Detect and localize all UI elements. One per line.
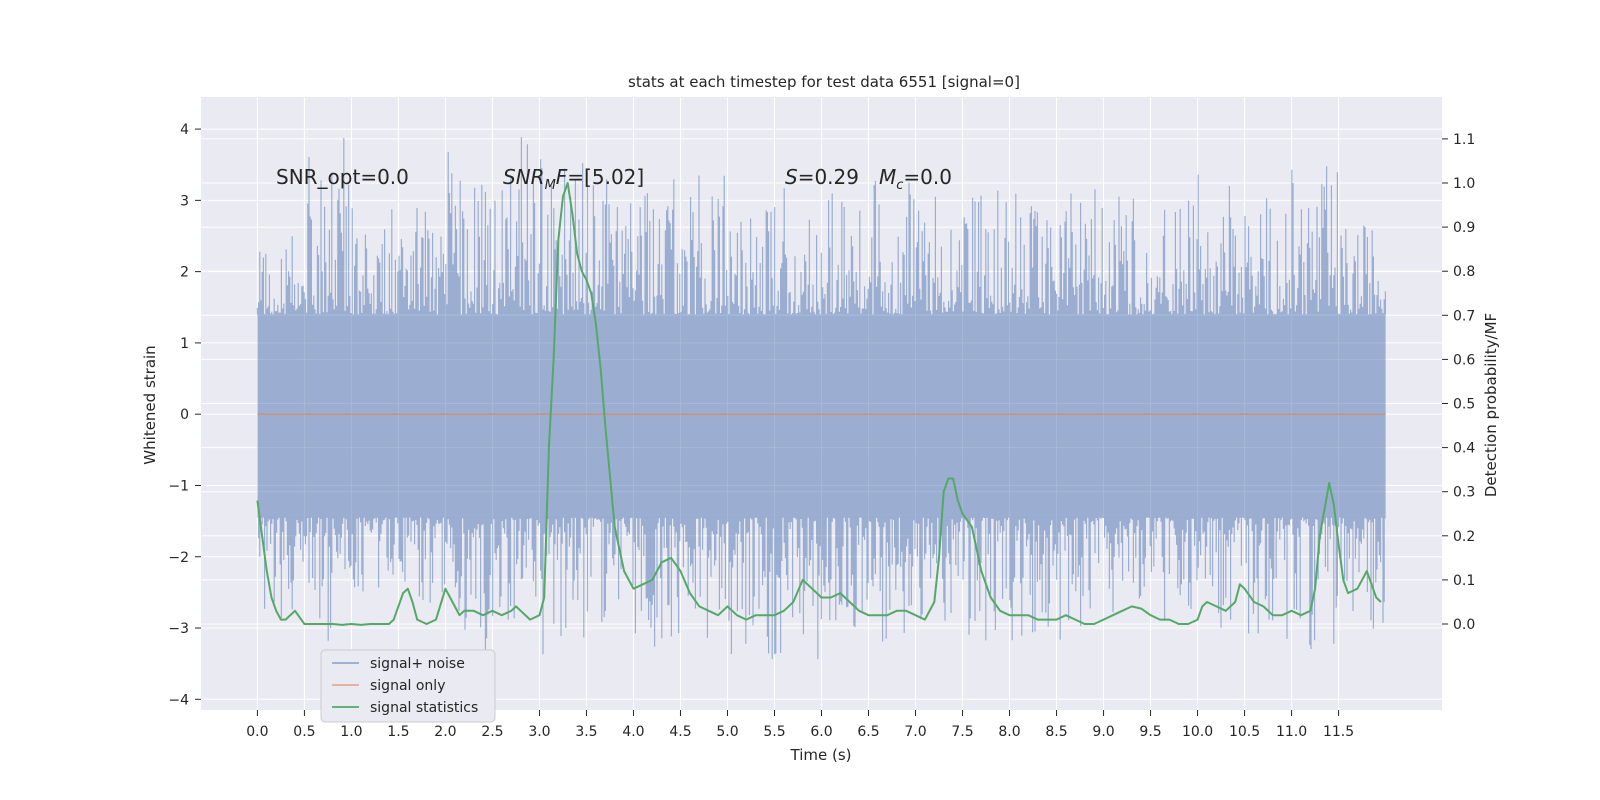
snr-mf-subscript: M: [545, 178, 556, 193]
mc-subscript: c: [896, 178, 903, 193]
y-axis-right-ticks: 1.1 1.0 0.9 0.8 0.7 0.6 0.5 0.4 0.3 0.2 0.1 0.0: [1442, 132, 1475, 633]
signal-noise-band: [257, 314, 1386, 518]
y-right-tick-label: 0.8: [1453, 264, 1475, 280]
x-tick-label: 3.0: [528, 724, 550, 740]
x-tick-label: 2.0: [434, 724, 456, 740]
y-right-tick-label: 0.1: [1453, 573, 1475, 589]
x-tick-label: 1.5: [387, 724, 409, 740]
s-stat-symbol: S: [785, 165, 798, 189]
x-tick-label: 8.5: [1045, 724, 1067, 740]
x-tick-label: 9.0: [1092, 724, 1114, 740]
signal-noise-lower-trace: [256, 517, 1386, 660]
x-tick-label: 0.5: [293, 724, 315, 740]
y-right-tick-label: 0.0: [1453, 617, 1475, 633]
signal-noise-upper-trace: [256, 137, 1386, 315]
y-left-tick-label: 2: [180, 265, 189, 281]
x-tick-label: 0.0: [246, 724, 268, 740]
y-right-tick-label: 1.1: [1453, 132, 1475, 148]
x-axis-ticks: 0.0 0.5 1.0 1.5 2.0 2.5 3.0 3.5 4.0 4.5 5.0 5.5 6.0 6…: [246, 710, 1354, 740]
mc-annotation: Mc=0.0: [879, 165, 952, 193]
y-right-tick-label: 0.2: [1453, 529, 1475, 545]
snr-mf-f: F: [556, 165, 568, 189]
y-right-tick-label: 0.3: [1453, 485, 1475, 501]
x-tick-label: 3.5: [575, 724, 597, 740]
legend: signal+ noise signal only signal statist…: [320, 649, 496, 723]
s-stat-value: =0.29: [798, 165, 859, 189]
legend-label-signal-statistics: signal statistics: [370, 700, 478, 716]
y-left-tick-label: −3: [168, 621, 189, 637]
y-right-tick-label: 0.4: [1453, 441, 1475, 457]
x-tick-label: 10.0: [1182, 724, 1213, 740]
x-tick-label: 10.5: [1229, 724, 1260, 740]
y-left-tick-label: −1: [168, 478, 189, 494]
y-left-tick-label: 0: [180, 407, 189, 423]
x-axis-label: Time (s): [790, 746, 852, 764]
x-tick-label: 6.5: [857, 724, 879, 740]
mc-value: =0.0: [903, 165, 952, 189]
x-tick-label: 1.0: [340, 724, 362, 740]
y-left-tick-label: −2: [168, 550, 189, 566]
legend-label-signal-noise: signal+ noise: [370, 656, 465, 672]
y-right-tick-label: 0.6: [1453, 352, 1475, 368]
signal-noise-series: [256, 137, 1386, 660]
y-right-tick-label: 1.0: [1453, 176, 1475, 192]
snr-opt-annotation: SNR_opt=0.0: [276, 165, 409, 189]
x-tick-label: 8.0: [998, 724, 1020, 740]
y-left-tick-label: −4: [168, 692, 189, 708]
legend-box: [320, 649, 496, 723]
x-tick-label: 9.5: [1139, 724, 1161, 740]
legend-label-signal-only: signal only: [370, 678, 445, 694]
x-tick-label: 7.0: [904, 724, 926, 740]
signal-statistics-line: [256, 182, 1382, 626]
s-stat-annotation: S=0.29: [785, 165, 859, 189]
y-right-tick-label: 0.7: [1453, 308, 1475, 324]
x-tick-label: 7.5: [951, 724, 973, 740]
y-right-tick-label: 0.9: [1453, 220, 1475, 236]
x-tick-label: 11.5: [1323, 724, 1354, 740]
x-tick-label: 6.0: [810, 724, 832, 740]
chart-title: stats at each timestep for test data 655…: [628, 73, 1020, 91]
x-tick-label: 5.0: [716, 724, 738, 740]
snr-mf-symbol: SNR: [503, 165, 545, 189]
y-axis-left-ticks: 4 3 2 1 0 −1 −2 −3 −4: [168, 122, 201, 708]
snr-mf-value: =[5.02]: [567, 165, 644, 189]
y-right-tick-label: 0.5: [1453, 397, 1475, 413]
snr-mf-annotation: SNRMF=[5.02]: [503, 165, 644, 193]
x-tick-label: 5.5: [763, 724, 785, 740]
signal-statistics-series: [256, 182, 1382, 626]
y-left-tick-label: 4: [180, 122, 189, 138]
mc-symbol: M: [879, 165, 896, 189]
y-axis-right-label: Detection probability/MF: [1482, 313, 1500, 497]
x-tick-label: 11.0: [1276, 724, 1307, 740]
x-tick-label: 4.0: [622, 724, 644, 740]
y-axis-left-label: Whitened strain: [141, 345, 159, 464]
x-tick-label: 2.5: [481, 724, 503, 740]
x-tick-label: 4.5: [669, 724, 691, 740]
y-left-tick-label: 1: [180, 336, 189, 352]
y-left-tick-label: 3: [180, 193, 189, 209]
